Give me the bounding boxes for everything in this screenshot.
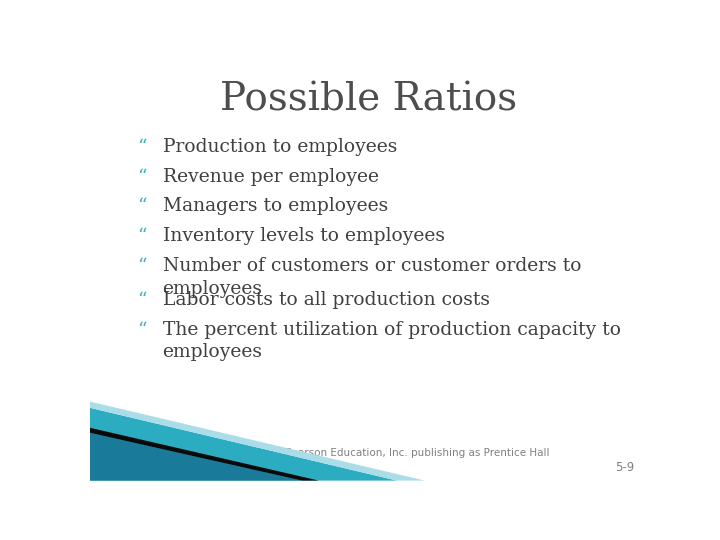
Text: 5-9: 5-9 xyxy=(615,461,634,474)
Text: Inventory levels to employees: Inventory levels to employees xyxy=(163,227,444,245)
Text: Managers to employees: Managers to employees xyxy=(163,198,388,215)
Text: Number of customers or customer orders to: Number of customers or customer orders t… xyxy=(163,258,581,275)
Text: Labor costs to all production costs: Labor costs to all production costs xyxy=(163,291,490,308)
Text: “: “ xyxy=(138,138,147,156)
Text: “: “ xyxy=(138,167,147,186)
Polygon shape xyxy=(90,428,319,481)
Text: “: “ xyxy=(138,227,147,245)
Text: Production to employees: Production to employees xyxy=(163,138,397,156)
Text: Copyright © 2012 Pearson Education, Inc. publishing as Prentice Hall: Copyright © 2012 Pearson Education, Inc.… xyxy=(188,448,550,458)
Text: “: “ xyxy=(138,198,147,215)
Text: The percent utilization of production capacity to: The percent utilization of production ca… xyxy=(163,321,621,339)
Polygon shape xyxy=(90,402,425,481)
Polygon shape xyxy=(90,433,302,481)
Text: Revenue per employee: Revenue per employee xyxy=(163,167,379,186)
Text: Possible Ratios: Possible Ratios xyxy=(220,82,518,118)
Text: “: “ xyxy=(138,291,147,308)
Text: employees: employees xyxy=(163,280,263,298)
Polygon shape xyxy=(90,408,397,481)
Text: “: “ xyxy=(138,321,147,339)
Text: employees: employees xyxy=(163,343,263,361)
Text: “: “ xyxy=(138,258,147,275)
